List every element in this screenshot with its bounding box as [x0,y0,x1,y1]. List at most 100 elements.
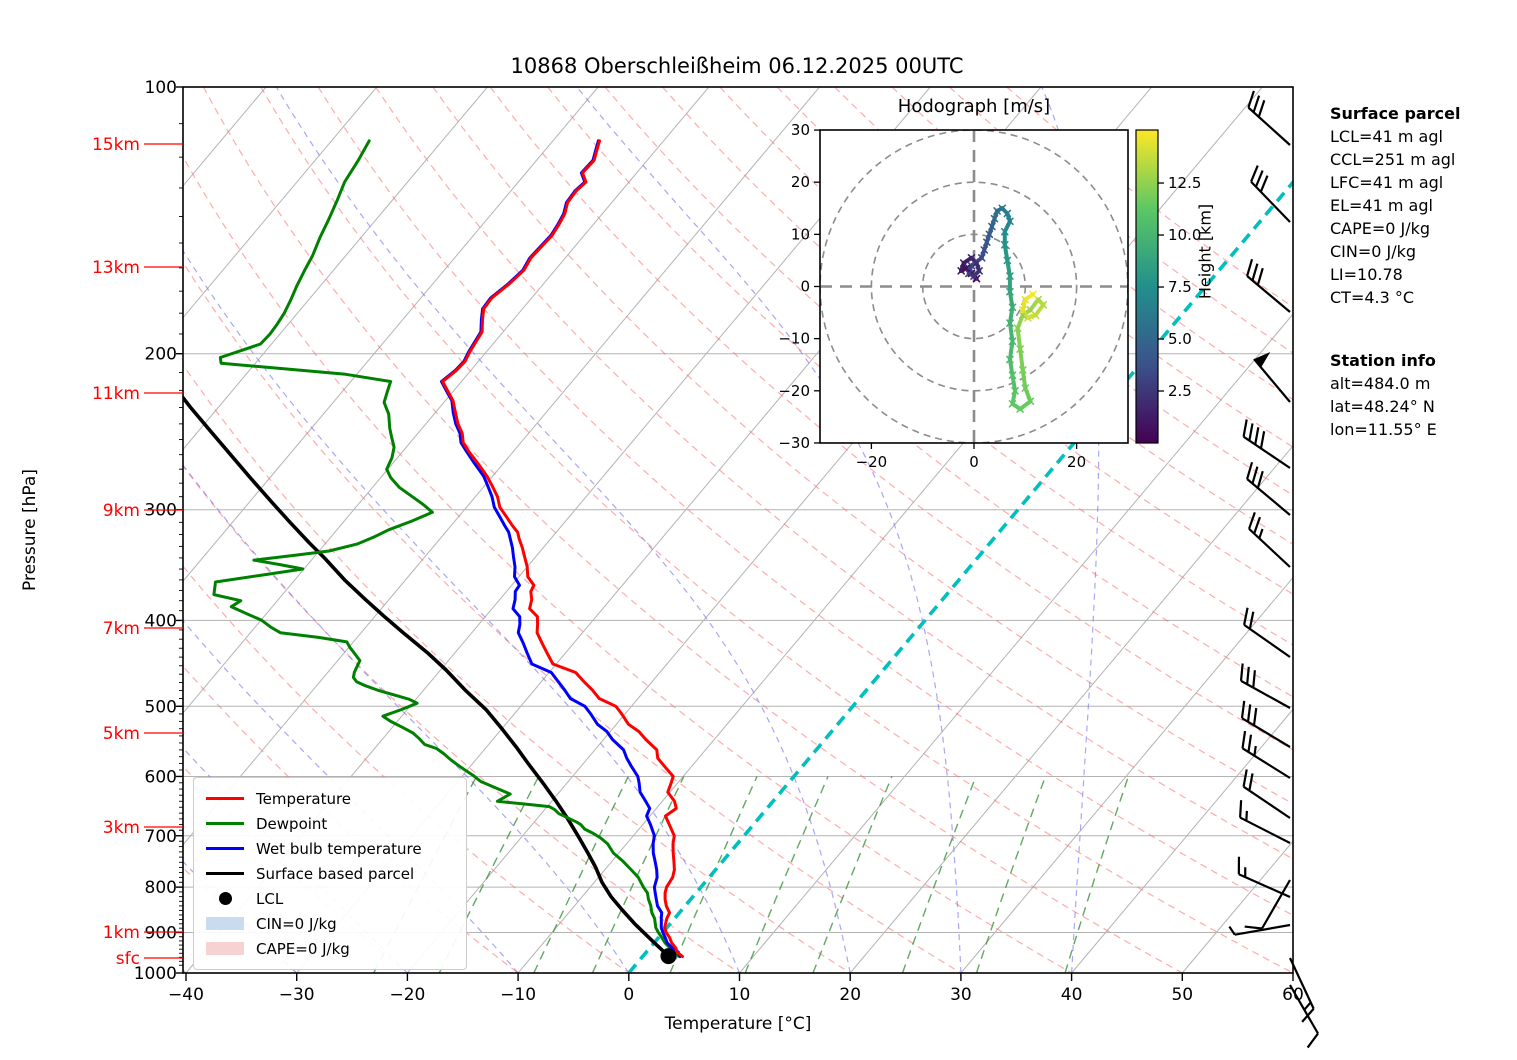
temperature-tick-label: 20 [839,985,861,1005]
hodograph-point-marker [967,261,976,270]
hodograph-point-marker [1008,400,1017,408]
station-info-title: Station info [1330,351,1436,370]
mixing-ratio-line [669,776,758,973]
hodograph-point-marker [1008,337,1017,346]
legend-label: Dewpoint [256,814,328,833]
lcl-marker [660,948,677,965]
wind-barb [1237,856,1291,899]
hodograph-point-marker [1029,290,1037,299]
hodograph-x-tick-label: −20 [856,453,888,471]
patch-swatch [206,917,244,930]
mixing-ratio-line [744,776,829,973]
isotherm-line [183,87,599,582]
hodograph-y-tick-label: 20 [791,173,810,191]
height-tick-label: sfc [116,949,140,969]
legend-label: Wet bulb temperature [256,839,422,858]
hodograph-segment [1005,258,1012,279]
station-info-alt: alt=484.0 m [1330,374,1431,393]
hodograph-segment [1007,357,1015,378]
wet-bulb-line-swatch [206,847,244,850]
line-swatch [206,797,244,800]
colorbar-tick-label: 2.5 [1168,382,1192,400]
moist-adiabat-line [275,87,851,973]
temperature-tick-label: −20 [389,985,425,1005]
hodograph-point-marker [993,207,1001,215]
hodograph-point-marker [1016,345,1024,353]
temperature-tick-label: 50 [1171,985,1193,1005]
colorbar-tick-label: 10.0 [1168,226,1201,244]
hodograph-point-marker [1000,227,1009,236]
pressure-tick-label: 200 [145,345,177,365]
hodograph-trace [957,204,1048,413]
hodograph-y-tick-label: 30 [791,121,810,139]
surface-parcel-panel: Surface parcel LCL=41 m agl CCL=251 m ag… [1330,102,1460,309]
wind-barb [1250,165,1291,223]
legend-item-lcl: LCL [206,886,454,911]
height-axis: 15km 13km 11km 9km 7km 5km 3km 1km sfc [92,135,183,969]
dry-adiabat-line [183,465,740,973]
hodograph-point-marker [1003,256,1012,265]
hodograph-point-marker [1021,384,1030,392]
pressure-tick-label: 600 [145,767,177,787]
surface-parcel-cin: CIN=0 J/kg [1330,242,1417,261]
hodograph-point-marker [957,267,965,275]
marker-swatch [218,892,232,905]
lcl-marker-swatch [206,892,244,905]
hodograph-labels: −20 0 20 30 20 10 0 −10 −20 −30 [778,121,1086,471]
legend: Temperature Dewpoint Wet bulb temperatur… [193,777,467,970]
isotherm-line [183,87,710,714]
hodograph-segment [1020,367,1028,391]
hodograph-point-marker [1016,405,1024,413]
hodograph-segment [1007,321,1015,344]
hodograph-segment [1010,388,1018,406]
dry-adiabat-line [604,87,1293,646]
hodograph-point-marker [1018,311,1027,319]
hodograph-segment [1015,326,1023,352]
surface-parcel-title: Surface parcel [1330,104,1461,123]
hodograph-point-marker [1008,371,1017,379]
wind-barb [1241,730,1291,779]
pressure-tick-label: 400 [145,611,177,631]
temperature-tick-label: 0 [623,985,634,1005]
wind-barb [1253,352,1291,403]
hodograph-point-marker [1006,217,1014,226]
hodograph-point-marker [980,246,989,254]
temperature-tick-label: 30 [950,985,972,1005]
temperature-line-swatch [206,797,244,800]
pressure-tick-label: 300 [145,501,177,521]
isotherm-line [960,576,1293,973]
legend-label: LCL [256,889,284,908]
hodograph-point-marker [962,264,971,273]
colorbar-tick-label: 12.5 [1168,174,1201,192]
legend-item-temperature: Temperature [206,786,454,811]
legend-item-cin: CIN=0 J/kg [206,911,454,936]
dry-adiabat-line [260,87,1293,973]
hodograph-point-marker [988,222,996,231]
hodograph-segment [1023,386,1033,404]
dry-adiabat-line [375,87,1293,860]
legend-item-cape: CAPE=0 J/kg [206,936,454,961]
hodograph-segment [1018,347,1025,372]
station-info-lon: lon=11.55° E [1330,420,1437,439]
hodograph-point-marker [1031,311,1040,319]
mixing-ratio-line [438,776,540,973]
pressure-tick-label: 900 [145,923,177,943]
hodograph-point-marker [1013,324,1022,333]
dry-adiabat-line [432,87,1293,805]
wind-barb [1242,769,1291,819]
hodograph-point-marker [977,254,986,262]
legend-label: CAPE=0 J/kg [256,939,350,958]
hodograph-point-marker [990,214,999,223]
hodograph-x-tick-label: 0 [969,453,979,471]
isotherm-line [183,87,378,319]
legend-item-dewpoint: Dewpoint [206,811,454,836]
hodograph-point-marker [1003,209,1012,218]
dry-adiabat-line [183,155,1072,973]
colorbar-tick-label: 5.0 [1168,330,1192,348]
hodograph-point-marker [1006,355,1014,364]
dry-adiabat-line [547,87,1293,698]
wind-barb [1239,663,1291,709]
hodograph-point-marker [1006,272,1014,280]
